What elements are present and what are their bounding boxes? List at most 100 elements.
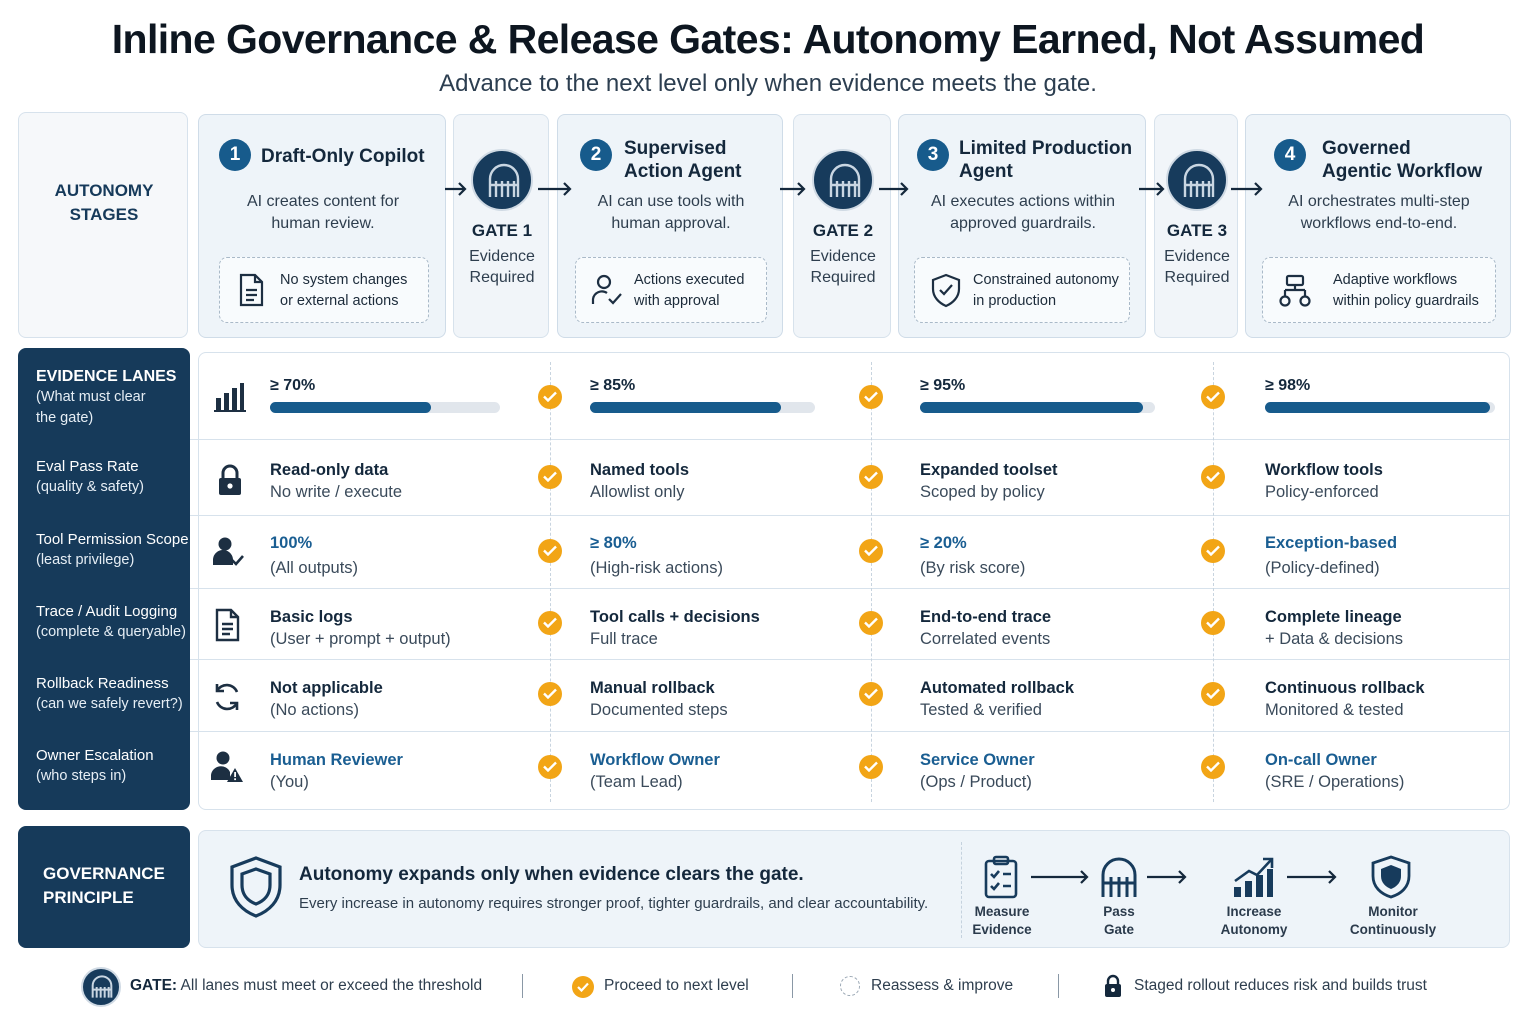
gate-badge-2	[812, 149, 874, 211]
cell-main: Manual rollback	[590, 679, 715, 697]
stage-box-2-line2: with approval	[634, 293, 720, 309]
lane-cell: Tool calls + decisions Full trace	[590, 606, 760, 650]
stage-desc-4: AI orchestrates multi-step workflows end…	[1246, 191, 1512, 235]
gate-sub-3: Evidence Required	[1155, 246, 1239, 288]
stage-constraint-box-1: No system changes or external actions	[219, 257, 429, 323]
cell-sec: No write / execute	[270, 483, 403, 501]
cell-main: Workflow tools	[1265, 461, 1383, 479]
stage-box-1-line2: or external actions	[280, 293, 399, 309]
legend-gate-bold: GATE:	[130, 977, 178, 994]
cell-sec: (No actions)	[270, 701, 359, 719]
gate-sub-2: Evidence Required	[794, 246, 892, 288]
legend-gate: GATE: All lanes must meet or exceed the …	[130, 977, 482, 995]
cell-main: ≥ 80%	[590, 534, 637, 552]
gate-title-2: GATE 2	[812, 221, 874, 240]
gate-check-icon	[538, 755, 562, 779]
legend-staged: Staged rollout reduces risk and builds t…	[1134, 977, 1427, 994]
user-alert-icon	[211, 751, 243, 782]
stage-desc-2: AI can use tools with human approval.	[558, 191, 784, 235]
legend-gate-text: All lanes must meet or exceed the thresh…	[180, 977, 483, 994]
cell-main: Human Reviewer	[270, 751, 403, 769]
gate-arch-icon	[1183, 163, 1215, 197]
lane-cell: Exception-based (Policy-defined)	[1265, 532, 1397, 579]
lane-cell: Named tools Allowlist only	[590, 459, 689, 503]
shield-check-icon	[931, 273, 961, 308]
stage-name-3-line2: Agent	[959, 161, 1013, 182]
cell-main: Expanded toolset	[920, 461, 1058, 479]
cell-main: Service Owner	[920, 751, 1035, 769]
stage-name-2: Supervised Action Agent	[624, 137, 784, 183]
stage-box-4-line1: Adaptive workflows	[1333, 272, 1458, 288]
gate-check-icon	[538, 385, 562, 409]
gate-sub-1-line1: Evidence	[469, 248, 535, 265]
arrow-right-icon	[1031, 870, 1089, 884]
cell-sec: (SRE / Operations)	[1265, 773, 1405, 791]
cell-sec: (Policy-defined)	[1265, 559, 1380, 577]
lane-header-trace-audit-logging: Trace / Audit Logging (complete & querya…	[18, 601, 190, 643]
stage-name-3-line1: Limited Production	[959, 138, 1133, 159]
gate-check-icon	[1201, 539, 1225, 563]
lane-cell: Human Reviewer (You)	[270, 749, 403, 793]
threshold-label-4: ≥ 98%	[1265, 377, 1311, 394]
clipboard-check-icon	[984, 855, 1018, 899]
stage-number-4: 4	[1274, 139, 1306, 171]
gate-sub-1-line2: Required	[469, 269, 535, 286]
cell-sec: Full trace	[590, 630, 658, 648]
threshold-fill-4	[1265, 402, 1491, 413]
refresh-icon	[215, 683, 239, 711]
lane-name: Owner Escalation	[36, 747, 154, 764]
threshold-fill-1	[270, 402, 431, 413]
shield-icon	[230, 856, 282, 918]
threshold-label-1: ≥ 70%	[270, 377, 316, 394]
row-divider	[190, 731, 1510, 732]
cell-main: Tool calls + decisions	[590, 608, 760, 626]
bar-chart-icon	[214, 383, 246, 412]
cell-main: Workflow Owner	[590, 751, 720, 769]
gate-card-2: GATE 2 Evidence Required	[793, 114, 891, 338]
lane-cell: Complete lineage + Data & decisions	[1265, 606, 1403, 650]
document-icon	[215, 608, 240, 642]
gate-check-icon	[859, 385, 883, 409]
row-divider	[190, 588, 1510, 589]
cell-main: Exception-based	[1265, 534, 1398, 552]
cell-sec: Documented steps	[590, 701, 728, 719]
cell-sec: (User + prompt + output)	[270, 630, 451, 648]
principle-subtitle: Every increase in autonomy requires stro…	[299, 895, 929, 912]
gate-check-icon	[538, 682, 562, 706]
stage-name-4-line1: Governed	[1322, 138, 1411, 159]
lane-cell: ≥ 20% (By risk score)	[920, 532, 1025, 579]
legend-divider	[522, 974, 523, 998]
stage-desc-1-line1: AI creates content for	[246, 193, 400, 210]
stage-desc-1-line2: human review.	[271, 215, 375, 232]
gate-check-icon	[859, 539, 883, 563]
gate-check-icon	[859, 611, 883, 635]
lanes-header-title: EVIDENCE LANES	[36, 368, 177, 385]
document-icon	[239, 273, 264, 307]
lock-icon	[219, 464, 241, 495]
gate-title-3: GATE 3	[1166, 221, 1228, 240]
flow-label-pass: Pass Gate	[1079, 903, 1159, 939]
stage-name-4: Governed Agentic Workflow	[1322, 137, 1510, 183]
stage-box-3-line2: in production	[973, 293, 1057, 309]
stage-name-2-line2: Action Agent	[624, 161, 742, 182]
cell-sec: Allowlist only	[590, 483, 685, 501]
gate-check-icon	[1201, 385, 1225, 409]
gate-check-icon	[859, 755, 883, 779]
flow-label-line1: Increase	[1226, 904, 1282, 919]
lane-cell: End-to-end trace Correlated events	[920, 606, 1051, 650]
stage-constraint-box-4: Adaptive workflows within policy guardra…	[1262, 257, 1496, 323]
lane-name: Tool Permission Scope	[36, 531, 189, 548]
legend-proceed: Proceed to next level	[604, 977, 749, 994]
gate-sub-3-line1: Evidence	[1164, 248, 1230, 265]
cell-sec: Scoped by policy	[920, 483, 1045, 501]
gate-2-divider	[871, 362, 872, 802]
flow-label-increase: Increase Autonomy	[1210, 903, 1298, 939]
lane-header-owner-escalation: Owner Escalation (who steps in)	[18, 745, 190, 787]
flow-label-line2: Evidence	[972, 922, 1032, 937]
shield-icon	[1371, 855, 1411, 899]
lane-cell: Workflow tools Policy-enforced	[1265, 459, 1383, 503]
stage-desc-2-line1: AI can use tools with	[597, 193, 745, 210]
arrow-right-icon	[1231, 182, 1263, 196]
workflow-icon	[1279, 274, 1311, 307]
arrow-right-icon	[1287, 870, 1337, 884]
